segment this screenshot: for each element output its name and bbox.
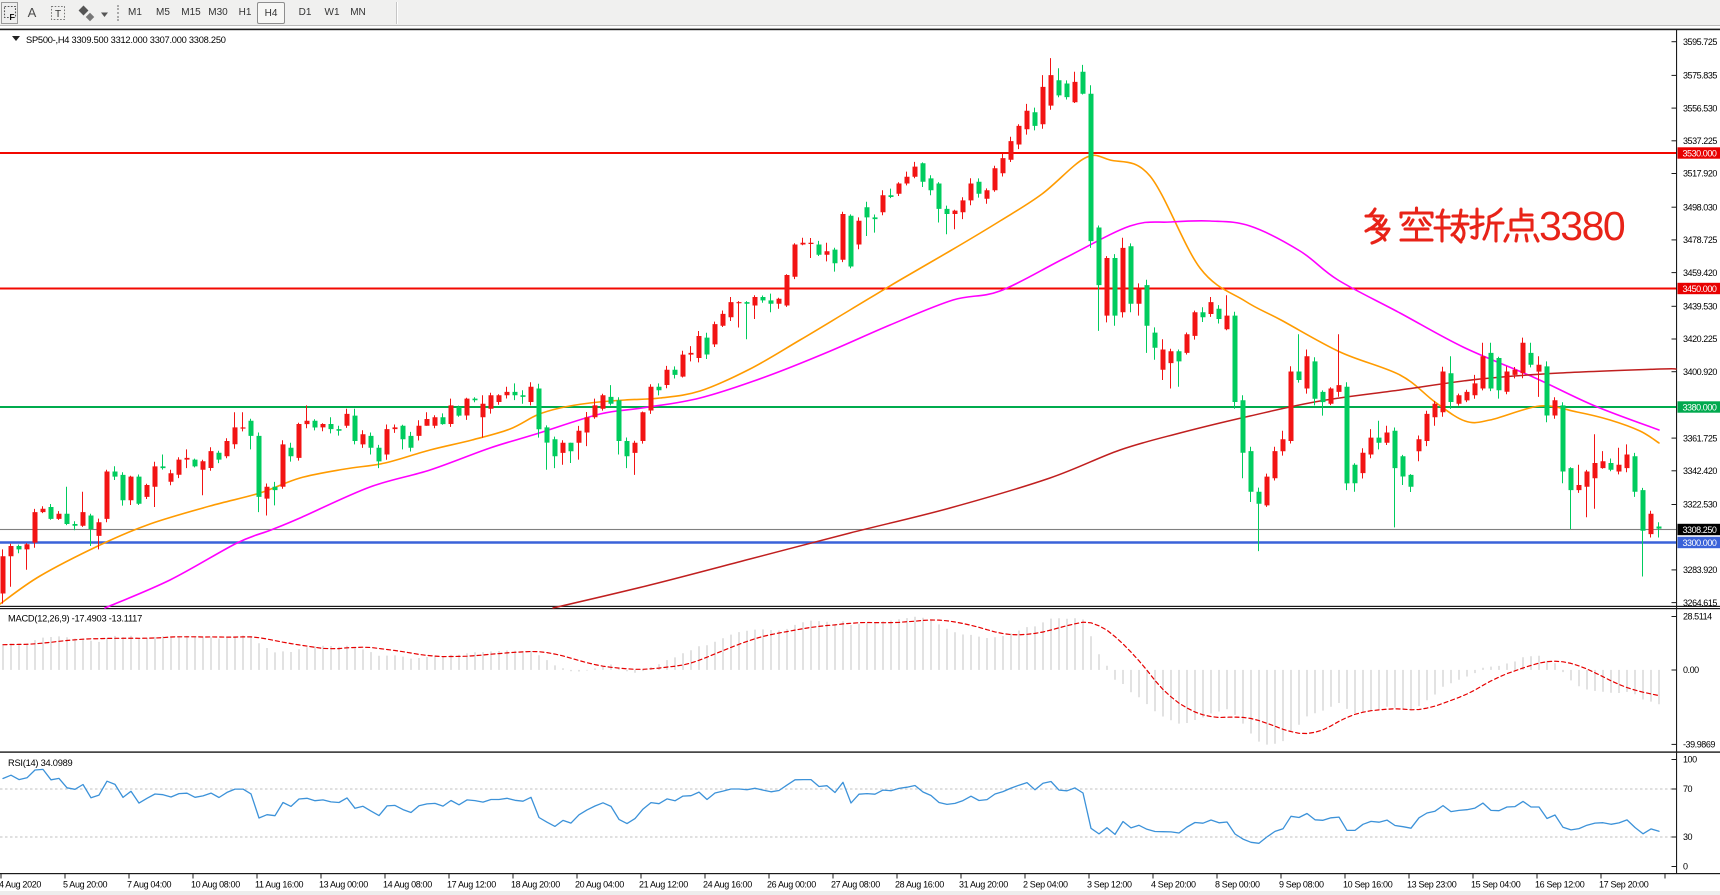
svg-text:5 Aug 20:00: 5 Aug 20:00 [63,880,108,890]
svg-text:11 Aug 16:00: 11 Aug 16:00 [255,880,304,890]
svg-text:RSI(14) 34.0989: RSI(14) 34.0989 [8,758,73,768]
svg-text:3439.530: 3439.530 [1683,302,1717,312]
svg-text:0: 0 [1683,862,1688,872]
svg-text:8 Sep 00:00: 8 Sep 00:00 [1215,880,1260,890]
svg-text:3450.000: 3450.000 [1683,284,1717,294]
svg-text:3595.725: 3595.725 [1683,37,1717,47]
svg-text:14 Aug 08:00: 14 Aug 08:00 [383,880,432,890]
svg-text:70: 70 [1683,784,1693,794]
svg-text:2 Sep 04:00: 2 Sep 04:00 [1023,880,1068,890]
svg-text:3517.920: 3517.920 [1683,169,1717,179]
svg-text:9 Sep 08:00: 9 Sep 08:00 [1279,880,1324,890]
svg-text:3308.250: 3308.250 [1683,525,1717,535]
svg-text:SP500-,H4 3309.500 3312.000 3: SP500-,H4 3309.500 3312.000 3307.000 330… [26,35,226,45]
svg-text:3556.530: 3556.530 [1683,103,1717,113]
svg-text:20 Aug 04:00: 20 Aug 04:00 [575,880,624,890]
svg-text:3478.725: 3478.725 [1683,235,1717,245]
svg-text:3380.000: 3380.000 [1683,402,1717,412]
svg-text:T: T [55,9,61,20]
svg-text:16 Sep 12:00: 16 Sep 12:00 [1535,880,1585,890]
svg-text:27 Aug 08:00: 27 Aug 08:00 [831,880,880,890]
svg-text:17 Sep 20:00: 17 Sep 20:00 [1599,880,1649,890]
svg-text:30: 30 [1683,832,1693,842]
svg-text:3530.000: 3530.000 [1683,148,1717,158]
svg-text:3400.920: 3400.920 [1683,367,1717,377]
svg-text:3420.225: 3420.225 [1683,334,1717,344]
svg-text:3459.420: 3459.420 [1683,268,1717,278]
svg-text:18 Aug 20:00: 18 Aug 20:00 [511,880,560,890]
svg-text:4 Aug 2020: 4 Aug 2020 [0,880,41,890]
svg-text:3 Sep 12:00: 3 Sep 12:00 [1087,880,1132,890]
svg-text:100: 100 [1683,755,1697,765]
svg-text:-39.9869: -39.9869 [1683,740,1715,750]
svg-text:3283.920: 3283.920 [1683,565,1717,575]
svg-text:15 Sep 04:00: 15 Sep 04:00 [1471,880,1521,890]
svg-text:3575.835: 3575.835 [1683,71,1717,81]
svg-text:3537.225: 3537.225 [1683,136,1717,146]
svg-text:3264.615: 3264.615 [1683,598,1717,608]
svg-text:3322.530: 3322.530 [1683,500,1717,510]
svg-text:24 Aug 16:00: 24 Aug 16:00 [703,880,752,890]
svg-text:28.5114: 28.5114 [1683,612,1712,622]
svg-text:3342.420: 3342.420 [1683,466,1717,476]
svg-text:31 Aug 20:00: 31 Aug 20:00 [959,880,1008,890]
svg-text:MACD(12,26,9) -17.4903 -13.111: MACD(12,26,9) -17.4903 -13.1117 [8,614,142,624]
svg-text:F: F [10,13,15,22]
svg-text:13 Sep 23:00: 13 Sep 23:00 [1407,880,1457,890]
svg-text:3498.030: 3498.030 [1683,202,1717,212]
svg-text:7 Aug 04:00: 7 Aug 04:00 [127,880,172,890]
svg-text:10 Aug 08:00: 10 Aug 08:00 [191,880,240,890]
svg-text:26 Aug 00:00: 26 Aug 00:00 [767,880,816,890]
svg-text:17 Aug 12:00: 17 Aug 12:00 [447,880,496,890]
svg-text:3361.725: 3361.725 [1683,433,1717,443]
svg-text:28 Aug 16:00: 28 Aug 16:00 [895,880,944,890]
svg-text:4 Sep 20:00: 4 Sep 20:00 [1151,880,1196,890]
svg-text:3300.000: 3300.000 [1683,538,1717,548]
svg-text:21 Aug 12:00: 21 Aug 12:00 [639,880,688,890]
svg-text:3380: 3380 [1539,203,1625,249]
svg-text:13 Aug 00:00: 13 Aug 00:00 [319,880,368,890]
svg-text:10 Sep 16:00: 10 Sep 16:00 [1343,880,1393,890]
svg-text:0.00: 0.00 [1683,665,1699,675]
